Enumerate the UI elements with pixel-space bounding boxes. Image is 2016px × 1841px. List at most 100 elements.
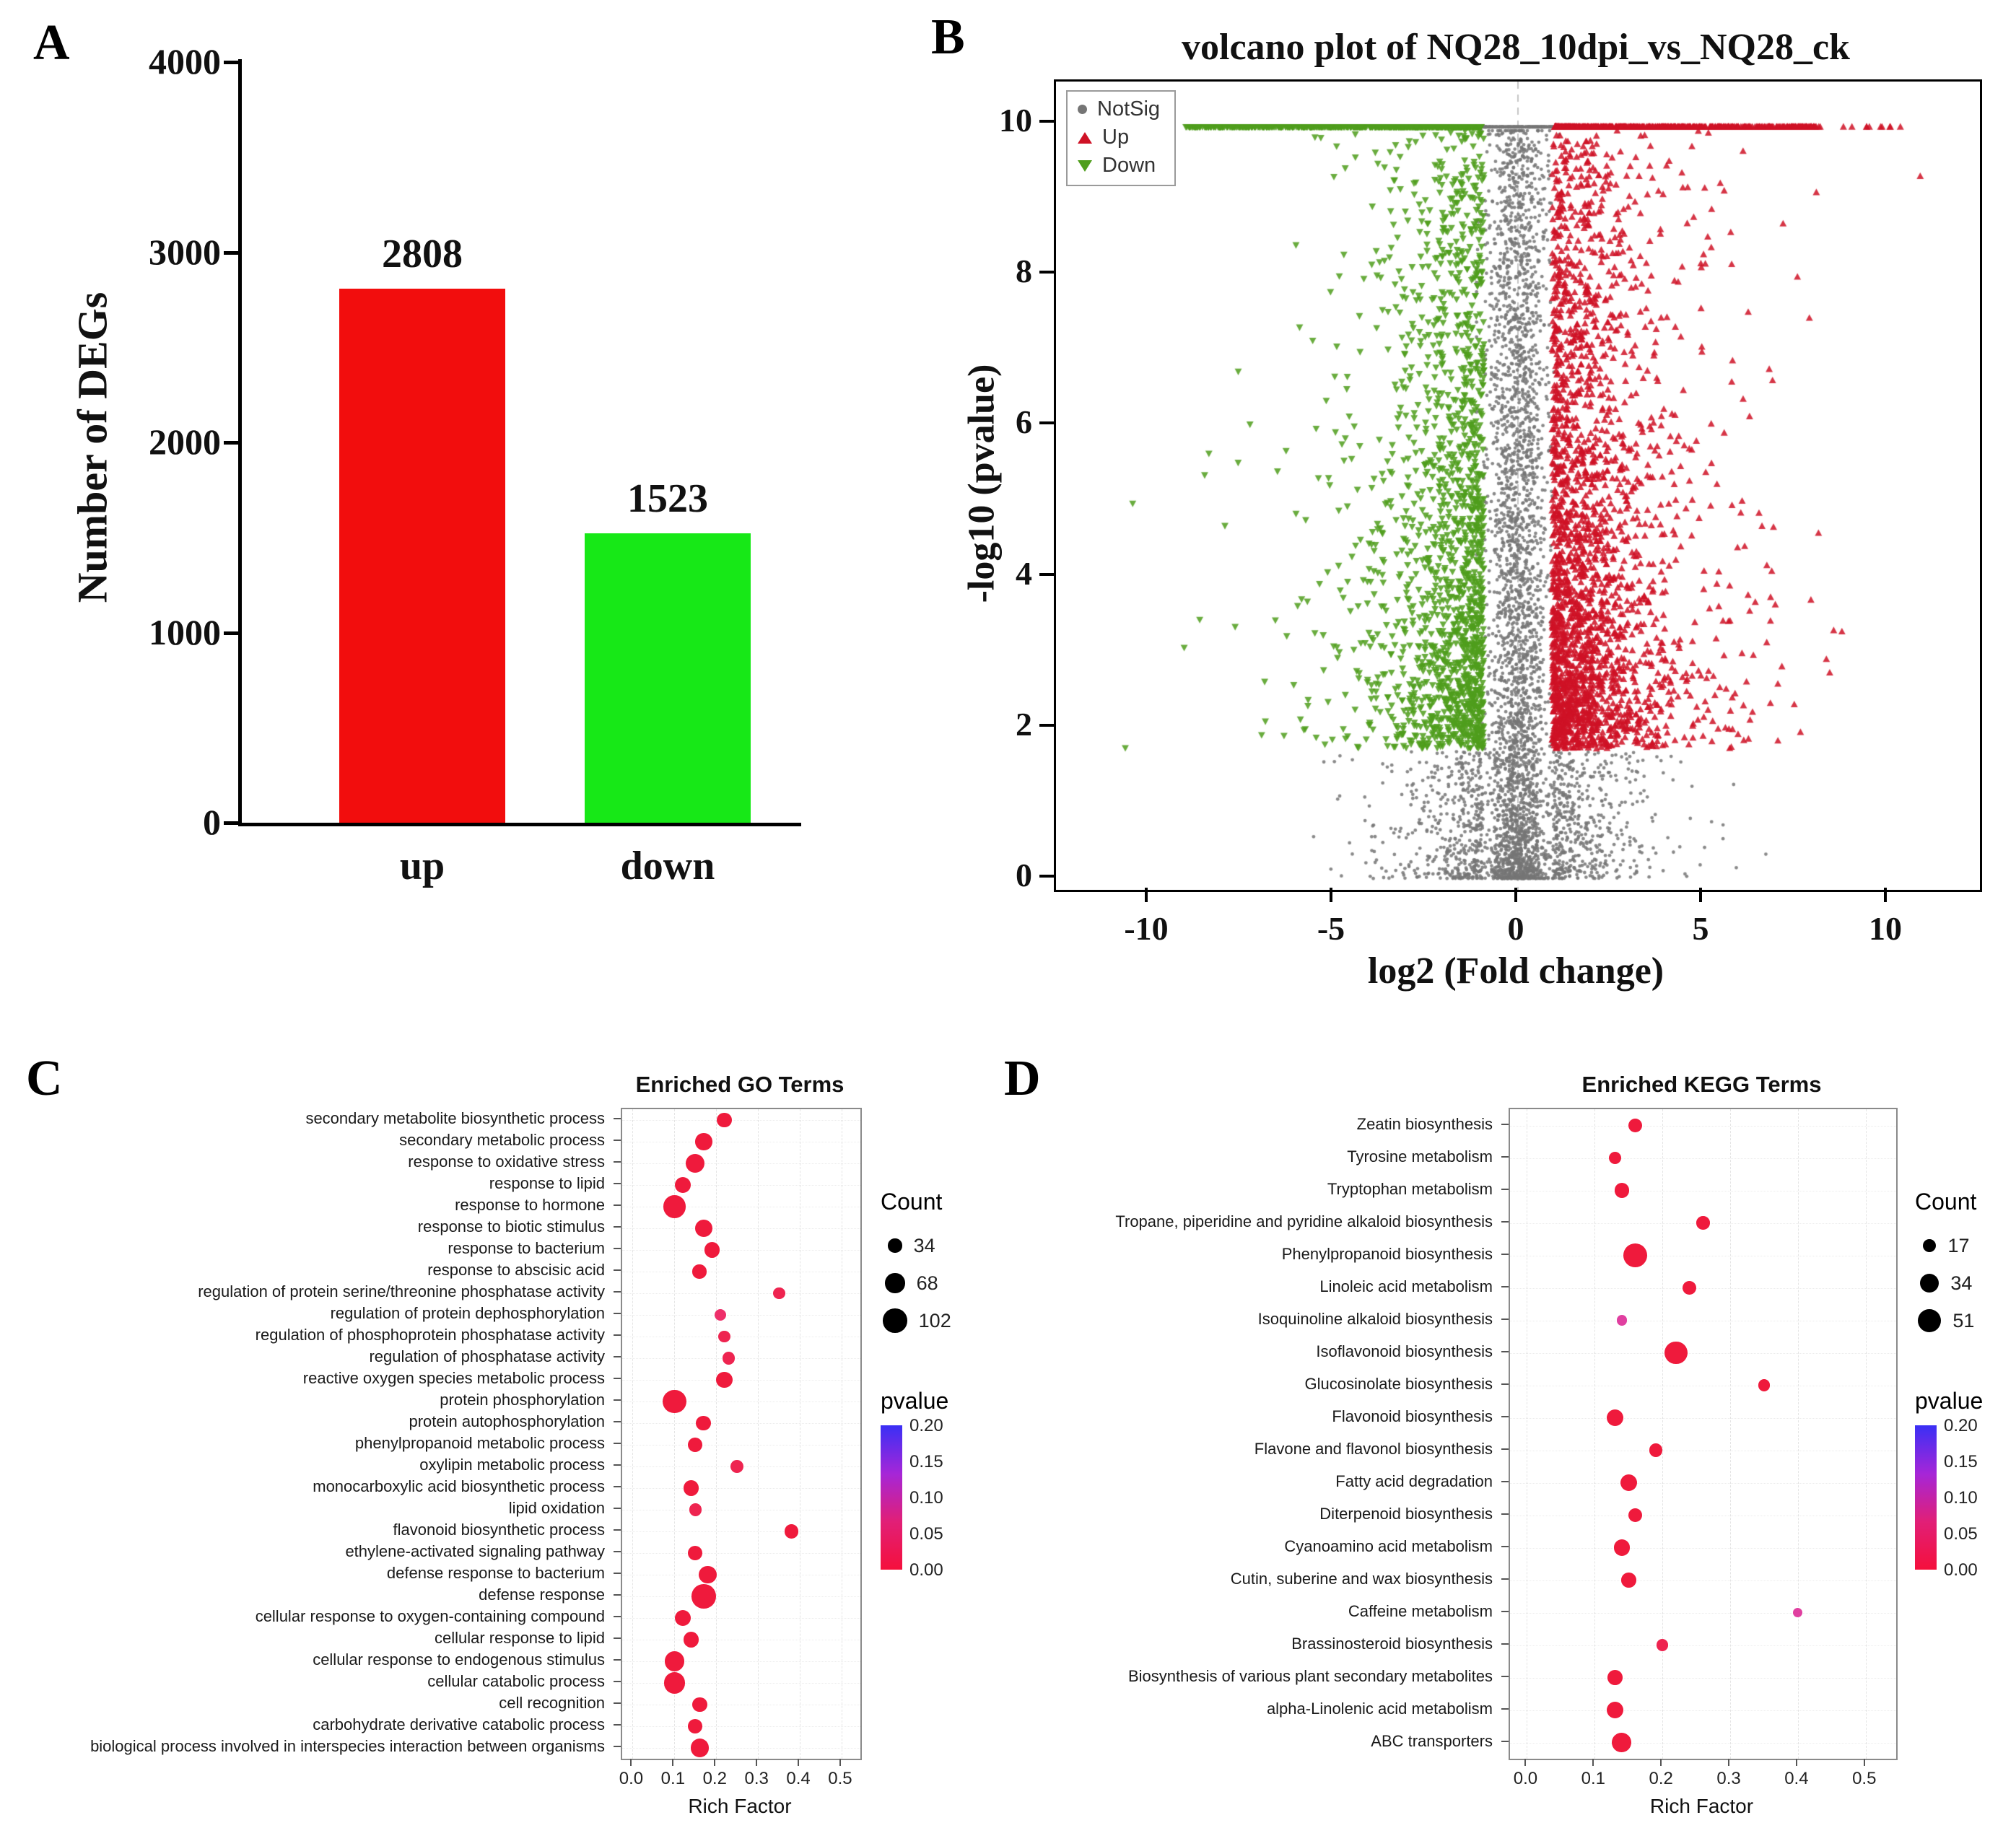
y-tick-mark [1039, 421, 1054, 425]
y-tick-label: 3000 [149, 231, 221, 272]
y-tick-mark [614, 1118, 621, 1119]
x-tick-label: 0.0 [1513, 1769, 1538, 1788]
term-label: Cyanoamino acid metabolism [1284, 1537, 1493, 1555]
term-label: protein phosphorylation [440, 1391, 605, 1409]
x-tick-mark [1592, 1759, 1594, 1766]
y-tick-mark [1501, 1675, 1509, 1677]
y-tick-mark [1039, 270, 1054, 274]
term-label: response to lipid [489, 1174, 605, 1192]
y-tick-mark [614, 1508, 621, 1509]
panel-label-c: C [26, 1051, 63, 1106]
gridline-horizontal [1510, 1710, 1896, 1711]
gridline-horizontal [622, 1401, 860, 1402]
y-tick-mark [614, 1140, 621, 1141]
term-label: cellular response to endogenous stimulus [313, 1650, 605, 1669]
y-tick-mark [614, 1399, 621, 1401]
count-legend-title: Count [1915, 1189, 1977, 1215]
bar-value-label: 2808 [382, 232, 463, 277]
y-tick-mark [1501, 1707, 1509, 1710]
x-tick-mark [1145, 888, 1148, 902]
count-legend-value: 34 [913, 1234, 935, 1256]
panel-a-bar-chart: A Number of DEGs 0 1000 2000 3000 4000 2808 up… [29, 14, 808, 981]
x-tick-label: 0.1 [660, 1769, 686, 1788]
gridline-horizontal [622, 1423, 860, 1424]
term-label: defense response to bacterium [386, 1564, 605, 1582]
enrichment-dot [1613, 1539, 1631, 1556]
term-label: ABC transporters [1371, 1732, 1493, 1750]
gridline-vertical [1662, 1109, 1664, 1759]
gridline-horizontal [1510, 1677, 1896, 1679]
gridline-horizontal [1510, 1580, 1896, 1581]
enrichment-dot [686, 1154, 705, 1173]
enrichment-dot [1616, 1315, 1628, 1326]
volcano-points-canvas [1056, 82, 1980, 890]
gridline-horizontal [1510, 1352, 1896, 1354]
term-label: Glucosinolate biosynthesis [1304, 1375, 1493, 1393]
y-tick-mark [614, 1551, 621, 1552]
term-label: oxylipin metabolic process [419, 1456, 605, 1474]
term-label: cell recognition [499, 1694, 605, 1712]
count-legend-item: 68 [881, 1267, 938, 1300]
term-label: Cutin, suberine and wax biosynthesis [1230, 1570, 1493, 1588]
term-label: response to oxidative stress [408, 1153, 605, 1171]
enrichment-dot [688, 1545, 703, 1561]
y-tick-mark [1501, 1610, 1509, 1612]
y-tick-label: 1000 [149, 611, 221, 652]
y-tick-mark [1501, 1578, 1509, 1580]
y-tick-mark [1501, 1480, 1509, 1482]
x-tick-label: 0.3 [744, 1769, 769, 1788]
y-tick-mark [614, 1681, 621, 1682]
enrichment-dot [1623, 1243, 1648, 1267]
x-tick-label: 0.1 [1581, 1769, 1605, 1788]
x-tick-label: 10 [1869, 910, 1902, 947]
y-tick-mark [1501, 1383, 1509, 1385]
enrichment-dot [696, 1415, 712, 1431]
term-label: response to bacterium [448, 1239, 605, 1257]
enrichment-dot [1793, 1607, 1803, 1617]
term-label: Caffeine metabolism [1348, 1602, 1493, 1620]
kegg-axes-layer: 0.0 0.1 0.2 0.3 0.4 0.5 [1000, 1050, 2016, 1841]
enrichment-dot [683, 1632, 699, 1648]
gridline-horizontal [622, 1163, 860, 1164]
legend-label: NotSig [1097, 97, 1161, 121]
y-tick-mark [1501, 1155, 1509, 1158]
term-label: cellular catabolic process [427, 1672, 605, 1690]
bar-up [339, 289, 505, 823]
y-tick-label: 2000 [149, 421, 221, 462]
enrichment-dot [1628, 1508, 1643, 1522]
gridline-horizontal [622, 1596, 860, 1597]
y-tick-mark [224, 250, 238, 255]
x-tick-mark [1524, 1759, 1527, 1766]
count-legend-value: 17 [1947, 1234, 1970, 1256]
gridline-horizontal [1510, 1125, 1896, 1127]
notsig-circle-icon [1078, 105, 1087, 114]
gridline-horizontal [1510, 1158, 1896, 1159]
y-tick-mark [224, 61, 238, 64]
panel-d-kegg-dotplot: D Enriched KEGG Terms Zeatin biosynthesi… [1000, 1050, 2016, 1841]
bar-x-axis-spine [238, 823, 801, 826]
gridline-horizontal [622, 1315, 860, 1316]
kegg-term-labels: Zeatin biosynthesis Tyrosine metabolism Tr… [1000, 1108, 1503, 1757]
term-label: response to hormone [455, 1196, 605, 1214]
y-tick-mark [614, 1464, 621, 1466]
enrichment-dot [717, 1112, 733, 1128]
pvalue-gradient-bar [1915, 1425, 1937, 1570]
gridline-horizontal [622, 1445, 860, 1446]
enrichment-dot [730, 1459, 744, 1474]
enrichment-dot [1606, 1409, 1624, 1427]
y-tick-mark [614, 1248, 621, 1249]
volcano-axes-layer: 0 2 4 6 8 10 -10 -5 0 5 10 [909, 7, 2014, 1025]
y-tick-mark [1501, 1448, 1509, 1450]
gridline-horizontal [1510, 1482, 1896, 1484]
x-tick-label: -10 [1124, 910, 1169, 947]
gridline-horizontal [622, 1488, 860, 1489]
count-legend-dot [1919, 1273, 1939, 1293]
term-label: reactive oxygen species metabolic proces… [302, 1369, 605, 1387]
gridline-horizontal [622, 1618, 860, 1619]
count-legend-title: Count [881, 1189, 943, 1215]
enrichment-dot [663, 1672, 686, 1694]
y-tick-mark [1501, 1220, 1509, 1223]
count-legend-dot [1917, 1308, 1942, 1333]
gridline-horizontal [1510, 1287, 1896, 1289]
gridline-horizontal [1510, 1547, 1896, 1549]
